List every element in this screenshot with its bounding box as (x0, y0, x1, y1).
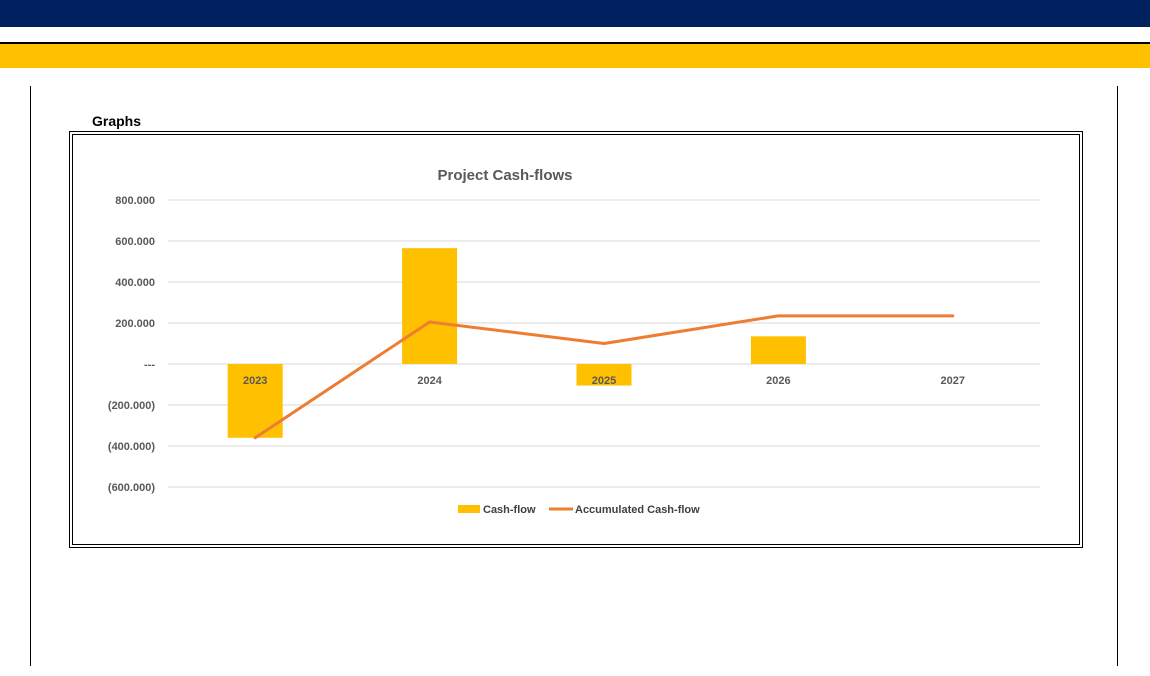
bar-2024[interactable] (402, 248, 458, 364)
accumulated-line-series (253, 314, 955, 440)
sheet-border-left (30, 86, 31, 666)
legend-swatch-cash-flow (458, 505, 480, 513)
y-tick-label: 600.000 (115, 236, 155, 248)
chart-area[interactable]: Project Cash-flows 800.000 600.000 400.000… (72, 134, 1080, 545)
y-tick-label: 200.000 (115, 318, 155, 330)
header-divider (0, 42, 1150, 44)
legend-label-cash-flow: Cash-flow (483, 504, 536, 516)
line-point-2025 (602, 342, 606, 345)
y-tick-label: (400.000) (108, 441, 155, 453)
line-point-2023 (253, 436, 257, 440)
x-tick-label: 2023 (243, 375, 267, 387)
y-axis-tick-labels: 800.000 600.000 400.000 200.000 --- (200.000)… (108, 195, 155, 494)
y-tick-label: --- (144, 359, 155, 371)
accent-band (0, 44, 1150, 68)
sheet-border-right (1117, 86, 1118, 666)
cash-flow-chart[interactable]: Project Cash-flows 800.000 600.000 400.000… (73, 135, 1079, 544)
x-axis-tick-labels: 2023 2024 2025 2026 2027 (243, 375, 965, 387)
chart-title: Project Cash-flows (437, 167, 572, 184)
y-tick-label: (200.000) (108, 400, 155, 412)
bar-2025[interactable] (576, 364, 632, 386)
chart-frame[interactable]: Project Cash-flows 800.000 600.000 400.000… (69, 131, 1083, 548)
x-tick-label: 2024 (417, 375, 442, 387)
section-title: Graphs (92, 113, 142, 129)
y-tick-label: (600.000) (108, 482, 155, 494)
y-tick-label: 400.000 (115, 277, 155, 289)
line-point-2024 (428, 320, 432, 324)
y-tick-label: 800.000 (115, 195, 155, 207)
legend-label-accumulated-cash-flow: Accumulated Cash-flow (575, 504, 700, 516)
x-tick-label: 2026 (766, 375, 790, 387)
x-tick-label: 2027 (941, 375, 965, 387)
line-point-2026 (776, 314, 780, 318)
line-point-2027 (951, 314, 955, 318)
gridlines (168, 199, 1040, 488)
bar-2026[interactable] (750, 336, 806, 364)
x-tick-label: 2025 (592, 375, 616, 387)
header-band (0, 0, 1150, 27)
legend: Cash-flow Accumulated Cash-flow (458, 504, 700, 516)
